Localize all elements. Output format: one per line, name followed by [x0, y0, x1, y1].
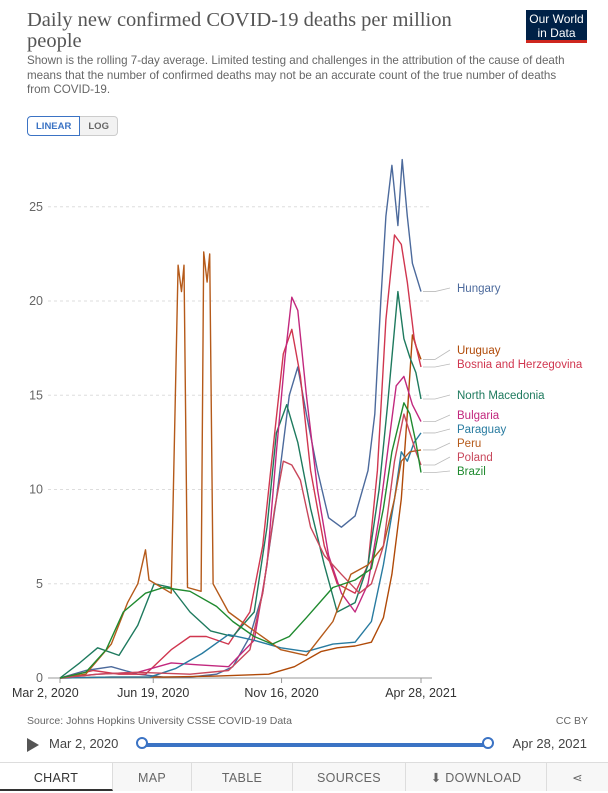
series-label: Paraguay	[457, 424, 506, 436]
series-line	[59, 413, 422, 679]
y-tick-label: 10	[29, 483, 43, 497]
chart-subtitle: Shown is the rolling 7-day average. Limi…	[27, 54, 565, 96]
x-tick-label: Jun 19, 2020	[117, 686, 189, 700]
tab-table[interactable]: TABLE	[192, 763, 293, 791]
share-button[interactable]: ⋖	[547, 763, 608, 791]
series-label-connector	[423, 470, 451, 473]
logo-line-1: Our World	[529, 12, 584, 26]
download-icon: ⬇	[430, 771, 446, 785]
download-label: DOWNLOAD	[445, 771, 522, 785]
y-tick-label: 20	[29, 294, 43, 308]
series-label-connector	[423, 414, 451, 423]
series-label-connector	[423, 287, 451, 292]
series-line	[59, 158, 422, 679]
series-label-connector	[423, 394, 451, 400]
series-line	[59, 334, 422, 679]
timeline-end-label: Apr 28, 2021	[512, 736, 587, 751]
series-label: Bulgaria	[457, 410, 500, 422]
timeline-start-label: Mar 2, 2020	[49, 736, 119, 751]
source-note[interactable]: Source: Johns Hopkins University CSSE CO…	[27, 715, 292, 727]
timeline-end-handle[interactable]	[482, 737, 494, 749]
series-line	[59, 432, 422, 679]
series-label-connector	[423, 456, 451, 466]
series-label-connector	[423, 442, 451, 451]
series-line	[59, 402, 422, 679]
series-label-connector	[423, 349, 451, 360]
timeline: Mar 2, 2020 Apr 28, 2021	[27, 734, 587, 756]
series-label: Brazil	[457, 466, 486, 478]
series-label: Uruguay	[457, 345, 501, 357]
tab-map[interactable]: MAP	[113, 763, 192, 791]
series-label: Poland	[457, 452, 493, 464]
license-link[interactable]: CC BY	[555, 715, 588, 727]
tab-sources[interactable]: SOURCES	[293, 763, 406, 791]
owid-logo[interactable]: Our World in Data	[526, 10, 587, 43]
series-label: Peru	[457, 438, 481, 450]
tab-bar: CHART MAP TABLE SOURCES ⬇ DOWNLOAD ⋖	[0, 762, 608, 791]
x-tick-label: Nov 16, 2020	[244, 686, 318, 700]
tab-download[interactable]: ⬇ DOWNLOAD	[406, 763, 547, 791]
play-icon[interactable]	[27, 738, 39, 752]
series-line	[59, 290, 422, 679]
series-label-connector	[423, 363, 451, 368]
tab-chart[interactable]: CHART	[0, 763, 113, 791]
series-line	[59, 296, 422, 679]
log-button[interactable]: LOG	[80, 116, 118, 136]
y-tick-label: 25	[29, 200, 43, 214]
series-line	[59, 234, 422, 679]
logo-line-2: in Data	[537, 26, 576, 40]
timeline-track[interactable]	[142, 743, 488, 747]
scale-toggle: LINEAR LOG	[27, 116, 118, 136]
line-chart: 0 5 10 15 20 25 Mar 2, 2020 Jun 19, 2020 Nov 16,…	[12, 158, 583, 700]
series-line	[59, 251, 422, 679]
series-label: North Macedonia	[457, 390, 545, 402]
series-label: Hungary	[457, 283, 501, 295]
y-tick-label: 0	[36, 671, 43, 685]
chart-title: Daily new confirmed COVID-19 deaths per …	[27, 9, 452, 52]
y-tick-label: 5	[36, 577, 43, 591]
linear-button[interactable]: LINEAR	[27, 116, 81, 136]
share-icon: ⋖	[572, 771, 583, 785]
timeline-start-handle[interactable]	[136, 737, 148, 749]
series-label-connector	[423, 428, 451, 434]
series-label: Bosnia and Herzegovina	[457, 359, 583, 371]
y-tick-label: 15	[29, 388, 43, 402]
x-tick-label: Apr 28, 2021	[385, 686, 457, 700]
x-tick-label: Mar 2, 2020	[12, 686, 79, 700]
